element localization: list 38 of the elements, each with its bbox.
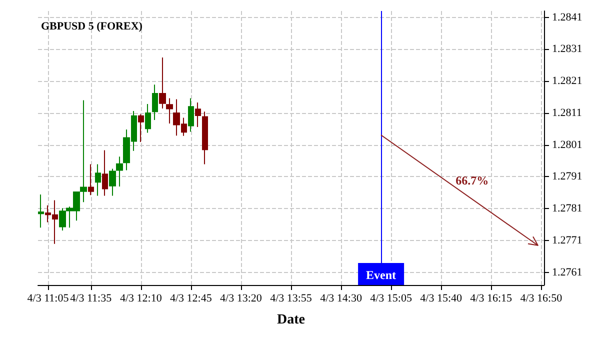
candlestick (88, 164, 94, 196)
candlestick (202, 111, 208, 165)
y-tick-label: 1.2781 (552, 202, 582, 215)
y-tick-label: 1.2821 (552, 75, 582, 88)
x-tick-label: 4/3 11:35 (70, 292, 112, 304)
candlestick (109, 168, 116, 196)
x-tick-label: 4/3 13:55 (270, 292, 312, 304)
candlestick (38, 194, 44, 228)
y-tick-label: 1.2771 (552, 234, 582, 246)
y-tick-label: 1.2791 (552, 170, 582, 183)
y-tick-label: 1.2831 (552, 43, 582, 56)
y-tick-label: 1.2811 (552, 106, 582, 119)
x-tick-label: 4/3 16:15 (470, 292, 513, 304)
y-tick-label: 1.2841 (552, 11, 582, 24)
y-tick-label: 1.2801 (552, 138, 582, 151)
x-tick-label: 4/3 13:20 (220, 292, 262, 304)
candlestick (159, 57, 166, 109)
candlestick (138, 114, 144, 142)
candlestick (195, 102, 201, 128)
ref-line-label: Event (366, 268, 396, 282)
candlestick (116, 156, 123, 188)
x-tick-label: 4/3 14:30 (320, 292, 362, 304)
x-axis-title: Date (277, 312, 305, 328)
candlestick (102, 150, 108, 196)
x-tick-label: 4/3 12:10 (120, 292, 162, 304)
x-tick-label: 4/3 11:05 (27, 292, 70, 304)
annotation: 66.7% (456, 173, 489, 188)
candlestick (166, 98, 173, 124)
candlestick (95, 164, 101, 196)
text: GBPUSD 5 (FOREX) (41, 20, 143, 32)
x-tick-label: 4/3 15:05 (370, 292, 412, 304)
x-tick-label: 4/3 16:50 (520, 292, 563, 304)
y-tick-label: 1.2761 (552, 266, 582, 278)
x-tick-label: 4/3 15:40 (420, 292, 463, 304)
candlestick (152, 84, 158, 120)
candlestick (145, 104, 151, 134)
x-tick-label: 4/3 12:45 (170, 292, 212, 304)
candlestick (188, 98, 194, 132)
